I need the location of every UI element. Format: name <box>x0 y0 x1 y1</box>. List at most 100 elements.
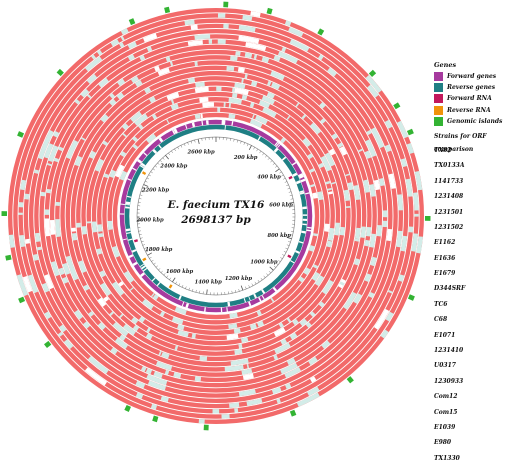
genomic-island-marker <box>267 8 273 15</box>
missing-orf-block <box>241 337 248 343</box>
kbp-label: 2000 kbp <box>136 218 164 224</box>
axis-tick <box>257 149 258 151</box>
axis-tick <box>284 251 286 252</box>
kbp-label: 2200 kbp <box>141 188 169 194</box>
axis-tick <box>160 160 162 162</box>
missing-orf-block <box>199 356 207 361</box>
axis-tick <box>181 145 182 147</box>
genomic-island-marker <box>18 297 25 304</box>
strain-label: E1679 <box>434 266 520 281</box>
axis-tick <box>171 151 172 153</box>
kbp-label: 1600 kbp <box>166 269 193 275</box>
genomic-island-marker <box>347 376 354 383</box>
kbp-label: 1000 kbp <box>250 259 277 265</box>
axis-tick <box>154 263 156 265</box>
missing-orf-block <box>199 97 208 102</box>
strain-label: 1231502 <box>434 220 520 235</box>
strain-label: E1039 <box>434 420 520 435</box>
axis-tick <box>273 163 275 165</box>
kbp-label: 200 kbp <box>233 155 258 161</box>
axis-tick <box>279 172 281 173</box>
kbp-label: 1400 kbp <box>195 280 222 286</box>
strain-label: Com12 <box>434 389 520 404</box>
missing-orf-block <box>234 349 242 355</box>
axis-tick <box>288 241 290 242</box>
axis-tick <box>147 253 151 255</box>
missing-orf-block <box>250 11 260 17</box>
axis-tick <box>172 278 175 282</box>
genomic-island-marker <box>290 410 296 417</box>
missing-orf-block <box>227 414 229 418</box>
missing-orf-block <box>396 240 401 248</box>
strain-label: C68 <box>434 312 520 327</box>
forward-genes-swatch <box>434 72 443 81</box>
legend-label: Reverse genes <box>447 84 495 91</box>
reverse-genes-swatch <box>434 83 443 92</box>
axis-tick <box>247 144 248 146</box>
axis-tick <box>280 257 282 258</box>
missing-orf-block <box>218 13 225 18</box>
missing-orf-block <box>386 229 392 241</box>
legend-item-forward-genes: Forward genes <box>434 71 520 82</box>
missing-orf-block <box>195 87 209 93</box>
strain-label: TX82 <box>434 143 520 158</box>
axis-tick <box>288 188 290 189</box>
missing-orf-block <box>50 220 55 235</box>
axis-tick <box>268 158 270 160</box>
genomic-island-marker <box>408 294 415 301</box>
missing-orf-block <box>328 228 334 241</box>
missing-orf-block <box>324 224 329 232</box>
axis-tick <box>140 238 142 239</box>
genomic-island-marker <box>425 216 431 221</box>
missing-orf-block <box>184 20 194 26</box>
missing-orf-block <box>229 403 239 408</box>
legend-item-reverse-rna: Reverse RNA <box>434 105 520 116</box>
genome-length: 2698137 bp <box>180 214 251 226</box>
missing-orf-block <box>38 151 44 159</box>
kbp-label: 1800 kbp <box>145 247 172 253</box>
legend-label: Forward RNA <box>447 95 492 102</box>
kbp-label: 600 kbp <box>269 203 293 209</box>
missing-orf-block <box>46 189 51 193</box>
axis-tick <box>261 278 262 280</box>
missing-orf-block <box>238 67 245 72</box>
strain-label: E1162 <box>434 235 520 250</box>
gene-gap <box>302 206 307 209</box>
axis-tick <box>147 178 149 179</box>
axis-tick <box>149 257 151 258</box>
axis-tick <box>144 184 149 186</box>
missing-orf-block <box>35 233 40 242</box>
axis-tick <box>155 166 157 168</box>
missing-orf-block <box>188 78 195 83</box>
missing-orf-block <box>379 178 385 186</box>
legend-genes-title: Genes <box>434 60 520 71</box>
axis-tick <box>239 289 240 291</box>
axis-tick <box>168 153 170 155</box>
kbp-label: 2400 kbp <box>159 163 187 169</box>
axis-tick <box>196 290 197 292</box>
axis-tick <box>188 142 189 144</box>
missing-orf-block <box>33 254 39 261</box>
reverse-rna-swatch <box>434 106 443 115</box>
axis-tick <box>254 147 255 149</box>
missing-orf-block <box>82 226 87 235</box>
missing-orf-block <box>232 93 237 98</box>
axis-tick <box>235 290 236 292</box>
missing-orf-block <box>223 24 229 29</box>
missing-orf-block <box>98 233 103 237</box>
axis-tick <box>281 175 283 176</box>
missing-orf-block <box>364 240 369 247</box>
missing-orf-block <box>55 202 60 206</box>
genomic-island-marker <box>129 18 136 25</box>
axis-tick <box>157 163 159 165</box>
missing-orf-block <box>397 194 402 203</box>
axis-tick <box>191 141 192 143</box>
missing-orf-block <box>195 114 201 119</box>
genomic-island-marker <box>369 70 376 77</box>
missing-orf-block <box>245 53 252 59</box>
genomic-island-marker <box>204 425 209 431</box>
axis-tick <box>234 139 235 141</box>
missing-orf-block <box>20 180 26 190</box>
axis-tick <box>139 198 141 199</box>
axis-tick <box>260 151 261 153</box>
